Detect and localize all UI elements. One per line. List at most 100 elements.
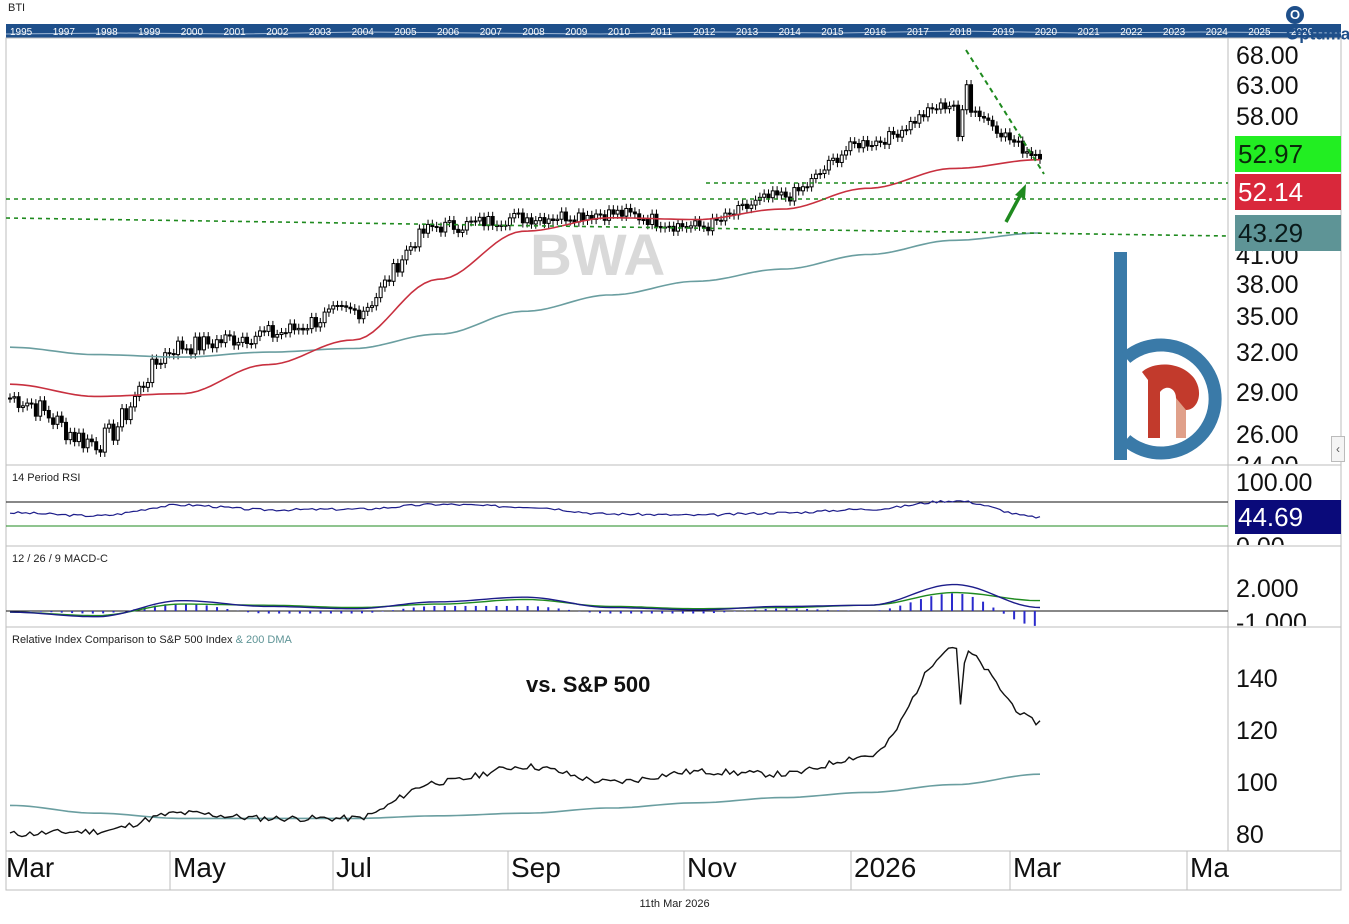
candle-body — [805, 186, 810, 189]
candle-body — [245, 336, 250, 344]
candle-body — [887, 131, 892, 145]
candle-body — [365, 306, 370, 312]
candle-body — [94, 441, 99, 451]
candle-body — [76, 432, 81, 443]
scroll-left-button[interactable]: ‹ — [1331, 436, 1345, 462]
candle-body — [102, 427, 107, 453]
relative-title: Relative Index Comparison to S&P 500 Ind… — [12, 634, 292, 646]
candle-body — [180, 340, 185, 350]
rsi-title: 14 Period RSI — [12, 472, 81, 484]
candle-body — [417, 228, 422, 248]
candle-body — [352, 308, 357, 311]
candle-body — [848, 141, 853, 152]
candle-body — [163, 352, 168, 364]
timeline-year-label: 1997 — [53, 27, 76, 38]
timeline-year-label: 2007 — [480, 27, 503, 38]
candle-body — [171, 353, 176, 356]
candle-body — [270, 325, 275, 338]
candle-body — [783, 191, 788, 198]
timeline-activity — [5, 30, 1342, 35]
candle-body — [262, 330, 267, 333]
x-axis-label: Sep — [511, 852, 561, 883]
candle-body — [839, 154, 844, 163]
rsi-badge: 44.69 — [1235, 500, 1341, 534]
candle-body — [568, 219, 573, 222]
x-axis-label: Nov — [687, 852, 737, 883]
candle-body — [697, 220, 702, 227]
candle-body — [973, 110, 978, 113]
candle-body — [16, 396, 21, 408]
timeline-year-label: 2010 — [608, 27, 631, 38]
candle-body — [775, 190, 780, 196]
candle-body — [826, 159, 831, 171]
candle-body — [667, 225, 672, 228]
candle-body — [658, 226, 663, 229]
candle-body — [158, 362, 163, 365]
candle-body — [632, 211, 637, 215]
candle-body — [1003, 132, 1008, 138]
timeline-year-label: 2012 — [693, 27, 716, 38]
candle-body — [512, 212, 517, 219]
candle-body — [184, 348, 189, 351]
timeline-year-label: 2005 — [394, 27, 417, 38]
candle-body — [969, 84, 974, 113]
candle-body — [301, 327, 306, 331]
ma50-badge: 52.14 — [1235, 174, 1341, 210]
candle-body — [132, 395, 137, 408]
candle-body — [348, 306, 353, 310]
macd-title: 12 / 26 / 9 MACD-C — [12, 553, 108, 565]
candle-body — [1012, 139, 1017, 143]
support-line-3 — [6, 217, 1228, 237]
candle-body — [779, 191, 784, 196]
timeline-year-label: 2021 — [1078, 27, 1101, 38]
candle-body — [624, 207, 629, 217]
candle-body — [986, 117, 991, 121]
timeline-year-label: 2022 — [1120, 27, 1143, 38]
candle-body — [990, 119, 995, 127]
candle-body — [482, 216, 487, 227]
candle-body — [128, 406, 133, 421]
candle-body — [443, 221, 448, 233]
candle-body — [197, 336, 202, 351]
candle-body — [607, 209, 612, 221]
candle-body — [72, 431, 77, 443]
candle-body — [210, 343, 215, 349]
candle-body — [938, 102, 943, 110]
candle-body — [404, 249, 409, 261]
candle-body — [762, 193, 767, 198]
relative-200-dma-line — [9, 773, 1041, 820]
candle-body — [490, 215, 495, 226]
candle-body — [525, 217, 530, 224]
timeline-bar[interactable] — [6, 24, 1341, 38]
candle-body — [1029, 151, 1034, 156]
candle-body — [869, 145, 874, 148]
candle-body — [201, 336, 206, 351]
candle-body — [335, 304, 340, 307]
candle-body — [706, 226, 711, 232]
candle-body — [292, 323, 297, 331]
candle-body — [288, 323, 293, 334]
ma200-badge: 43.29 — [1235, 215, 1341, 251]
candle-body — [619, 209, 624, 217]
price-tick: 58.00 — [1236, 103, 1299, 131]
candle-body — [960, 109, 965, 137]
candle-body — [831, 157, 836, 161]
candle-body — [361, 310, 366, 320]
candle-body — [120, 408, 125, 428]
candle-body — [85, 438, 90, 449]
candle-body — [460, 229, 465, 233]
rsi-tick: 100.00 — [1236, 469, 1313, 497]
macd-line — [9, 583, 1041, 618]
candle-body — [947, 105, 952, 110]
candle-body — [1025, 151, 1030, 154]
arrow-annotation — [1004, 184, 1026, 223]
candle-body — [357, 309, 362, 320]
candle-body — [542, 217, 547, 224]
candle-body — [382, 279, 387, 288]
candle-body — [232, 335, 237, 346]
candle-body — [240, 336, 245, 343]
candle-body — [719, 219, 724, 222]
candle-body — [46, 409, 51, 419]
candle-body — [249, 342, 254, 345]
price-tick: 35.00 — [1236, 303, 1299, 331]
